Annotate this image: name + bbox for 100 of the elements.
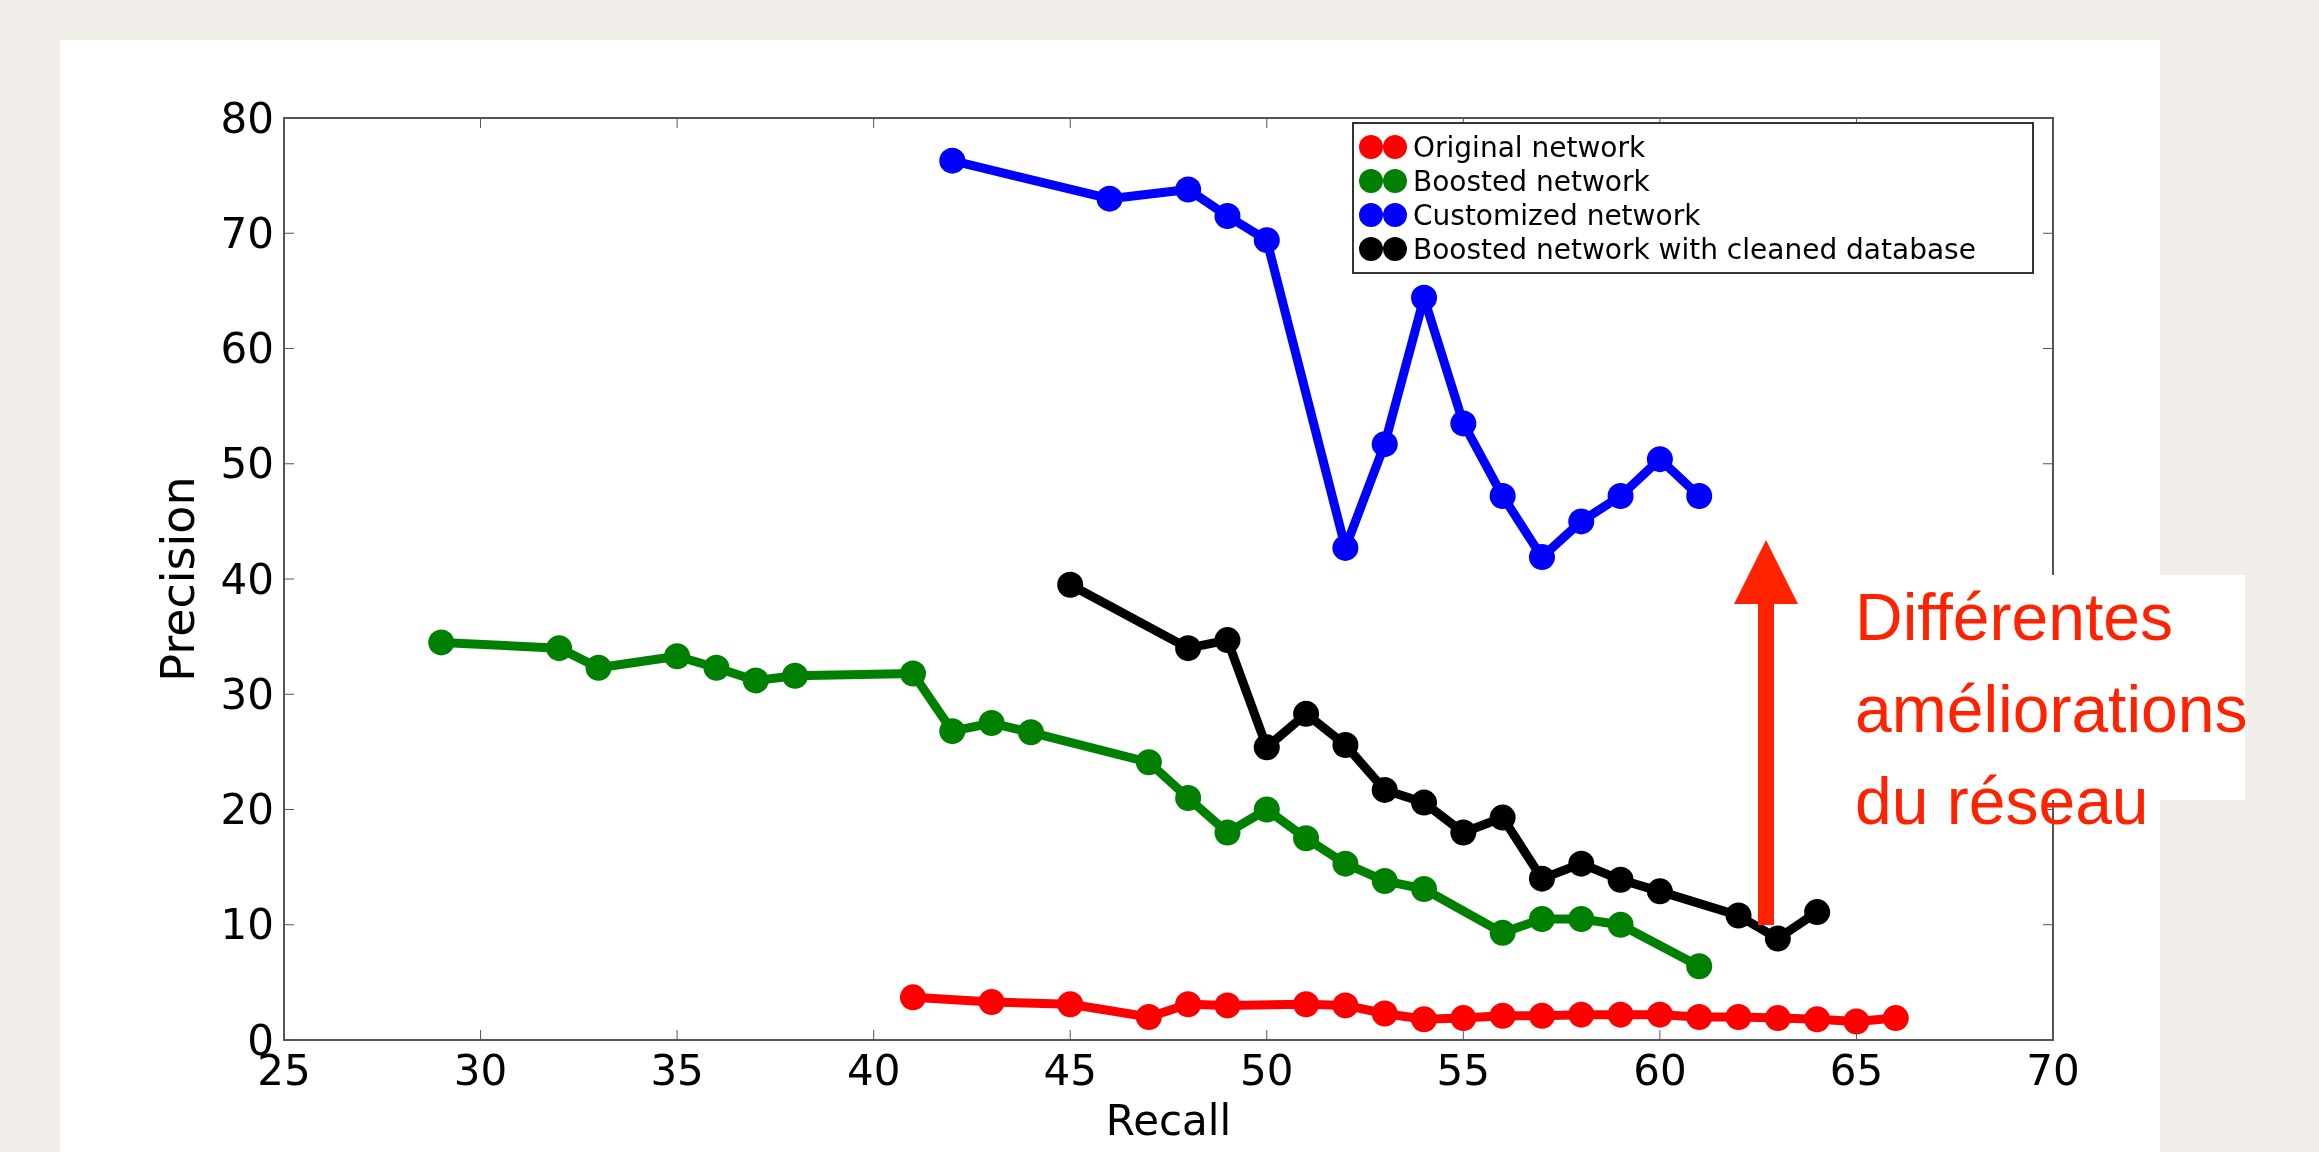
point (1411, 789, 1438, 816)
legend-label: Boosted network (1413, 164, 1651, 198)
point (1450, 410, 1477, 437)
point (1568, 850, 1595, 877)
point (1371, 431, 1398, 458)
point (1528, 905, 1555, 932)
legend-label: Customized network (1413, 198, 1702, 232)
point (1489, 919, 1516, 946)
y-tick-label: 40 (220, 554, 274, 604)
point (1489, 1002, 1516, 1029)
point (1293, 700, 1320, 727)
point (1843, 1008, 1870, 1035)
point (1214, 992, 1241, 1019)
point (1528, 544, 1555, 571)
x-tick-label: 30 (453, 1046, 508, 1095)
point (1882, 1005, 1909, 1032)
point (1568, 905, 1595, 932)
point (1646, 1001, 1673, 1028)
point (664, 643, 691, 670)
point (1725, 902, 1752, 929)
y-axis-title: Precision (151, 476, 205, 682)
point (1332, 850, 1359, 877)
x-tick-label: 40 (846, 1046, 901, 1095)
point (939, 147, 966, 174)
point (1764, 925, 1791, 952)
point (1804, 1006, 1831, 1033)
y-tick-label: 10 (220, 900, 274, 950)
point (1175, 176, 1202, 203)
point (1607, 866, 1634, 893)
point (1607, 483, 1634, 510)
legend-label: Original network (1413, 130, 1646, 164)
x-tick-label: 55 (1436, 1046, 1491, 1095)
point (1253, 227, 1280, 254)
x-axis-title: Recall (1105, 1096, 1232, 1145)
point (1528, 1002, 1555, 1029)
point (1489, 804, 1516, 831)
point (782, 662, 809, 689)
point (1607, 1001, 1634, 1028)
point (585, 654, 612, 681)
point (978, 710, 1005, 737)
point (939, 718, 966, 745)
x-tick-label: 50 (1240, 1046, 1294, 1095)
point (1607, 911, 1634, 938)
point (1175, 784, 1202, 811)
point (1411, 876, 1438, 903)
point (1686, 953, 1713, 980)
point (1371, 776, 1398, 803)
point (1057, 571, 1084, 598)
point (1489, 483, 1516, 510)
y-tick-label: 30 (220, 669, 274, 719)
point (1253, 796, 1280, 823)
point (1686, 1003, 1713, 1030)
point (1214, 202, 1241, 229)
point (1646, 446, 1673, 473)
point (899, 660, 926, 687)
y-tick-label: 20 (220, 785, 274, 835)
point (546, 635, 573, 662)
point (1764, 1005, 1791, 1032)
point (1175, 635, 1202, 662)
x-tick-label: 35 (650, 1046, 704, 1095)
point (1096, 185, 1123, 212)
point (1175, 991, 1202, 1018)
point (1450, 1005, 1477, 1032)
point (1017, 719, 1044, 746)
x-tick-label: 70 (2026, 1046, 2080, 1095)
point (1253, 734, 1280, 761)
point (1725, 1003, 1752, 1030)
point (742, 667, 769, 694)
point (899, 984, 926, 1011)
point (1293, 825, 1320, 852)
point (1332, 992, 1359, 1019)
point (1450, 819, 1477, 846)
point (1646, 878, 1673, 905)
x-tick-label: 65 (1829, 1046, 1884, 1095)
point (1686, 483, 1713, 510)
point (978, 988, 1005, 1015)
point (1214, 627, 1241, 654)
point (1411, 1006, 1438, 1033)
point (1135, 1003, 1162, 1030)
point (1528, 865, 1555, 892)
y-tick-label: 50 (220, 439, 274, 489)
point (1057, 991, 1084, 1018)
point (1804, 899, 1831, 926)
x-tick-label: 60 (1633, 1046, 1687, 1095)
point (1332, 731, 1359, 758)
point (1371, 867, 1398, 894)
point (1332, 534, 1359, 561)
point (1568, 1001, 1595, 1028)
x-tick-label: 45 (1043, 1046, 1097, 1095)
point (1293, 991, 1320, 1018)
annotation: Différentes améliorations du réseau (1855, 580, 2248, 838)
point (703, 654, 730, 681)
point (1371, 1000, 1398, 1027)
y-tick-label: 80 (220, 93, 274, 143)
y-tick-label: 60 (220, 324, 274, 374)
point (1568, 508, 1595, 535)
point (1214, 819, 1241, 846)
point (1411, 284, 1438, 311)
y-tick-label: 70 (220, 208, 274, 258)
point (428, 629, 455, 656)
